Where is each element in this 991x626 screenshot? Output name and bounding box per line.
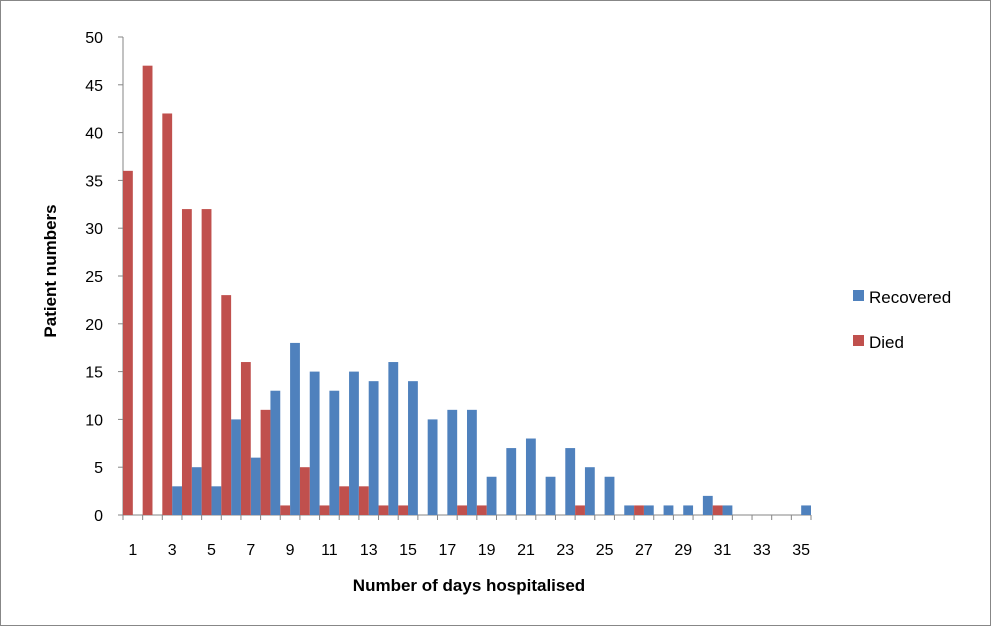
bar-died [712, 505, 723, 515]
x-tick-label: 19 [478, 542, 496, 559]
bar-recovered [408, 381, 418, 515]
bar-recovered [349, 371, 359, 515]
bar-recovered [643, 505, 654, 515]
x-axis-title: Number of days hospitalised [353, 576, 585, 595]
legend-item-recovered: Recovered [853, 288, 951, 307]
bar-recovered [702, 495, 713, 515]
y-axis-title: Patient numbers [41, 204, 60, 337]
bar-recovered [368, 381, 379, 515]
legend-label: Recovered [869, 288, 951, 307]
x-tick-label: 33 [753, 542, 771, 559]
legend-swatch [853, 335, 864, 346]
bar-recovered [683, 505, 694, 515]
x-tick-label: 29 [674, 542, 692, 559]
y-tick-label: 0 [94, 508, 103, 525]
bar-recovered [722, 505, 733, 515]
bar-died [123, 170, 133, 515]
bar-died [201, 209, 212, 515]
bar-died [221, 295, 232, 515]
bar-recovered [231, 419, 241, 515]
bar-died [181, 209, 192, 515]
bar-died [319, 505, 330, 515]
bar-recovered [447, 409, 458, 515]
bar-recovered [427, 419, 438, 515]
bar-died [162, 113, 173, 515]
x-tick-label: 23 [556, 542, 574, 559]
y-tick-label: 45 [85, 78, 103, 95]
bar-died [378, 505, 389, 515]
bar-recovered [604, 476, 615, 515]
bar-recovered [565, 448, 576, 515]
bar-recovered [270, 390, 281, 515]
y-tick-label: 30 [85, 221, 103, 238]
bar-recovered [663, 505, 674, 515]
bar-died [575, 505, 585, 515]
x-axis: 1 3 5 7 9 11 13 15 17 19 21 23 25 27 29 31 33 35 [122, 514, 812, 559]
bar-died [476, 505, 487, 515]
bar-recovered [801, 505, 811, 515]
bar-recovered [467, 409, 477, 515]
legend-swatch [853, 290, 864, 301]
x-tick-label: 31 [714, 542, 732, 559]
x-tick-label: 17 [438, 542, 456, 559]
y-axis: 0 5 10 15 20 25 30 35 40 45 50 [85, 30, 124, 525]
bar-recovered [250, 457, 261, 515]
bar-died [142, 65, 153, 516]
x-tick-label: 21 [517, 542, 535, 559]
bar-recovered [172, 486, 182, 515]
x-tick-label: 13 [360, 542, 378, 559]
bar-died [280, 505, 291, 515]
bar-recovered [486, 476, 497, 515]
x-tick-label: 15 [399, 542, 417, 559]
x-tick-label: 7 [246, 542, 255, 559]
y-tick-label: 10 [85, 412, 103, 429]
x-tick-label: 35 [792, 542, 810, 559]
y-tick-label: 15 [85, 365, 103, 382]
bar-died [339, 486, 350, 515]
x-tick-label: 5 [207, 542, 216, 559]
bar-recovered [309, 371, 320, 515]
bar-recovered [525, 438, 536, 515]
bar-recovered [584, 467, 595, 515]
series-died [123, 65, 723, 516]
bar-recovered [624, 505, 635, 515]
bar-recovered [191, 467, 202, 515]
bar-recovered [290, 342, 300, 515]
bar-recovered [506, 448, 517, 515]
x-tick-label: 27 [635, 542, 653, 559]
y-tick-label: 50 [85, 30, 103, 47]
bar-died [240, 362, 251, 515]
bar-recovered [545, 476, 556, 515]
bar-died [260, 409, 271, 515]
bars [123, 65, 811, 516]
legend-label: Died [869, 333, 904, 352]
y-tick-label: 40 [85, 126, 103, 143]
bar-died [398, 505, 409, 515]
y-tick-label: 25 [85, 269, 103, 286]
y-tick-label: 5 [94, 460, 103, 477]
bar-died [634, 505, 644, 515]
x-tick-label: 9 [286, 542, 295, 559]
bar-died [299, 467, 310, 515]
bar-recovered [329, 390, 340, 515]
bar-recovered [388, 362, 399, 515]
legend-item-died: Died [853, 333, 904, 352]
x-tick-label: 25 [596, 542, 614, 559]
x-tick-label: 3 [168, 542, 177, 559]
bar-died [358, 486, 369, 515]
legend: Recovered Died [853, 288, 951, 352]
bar-died [457, 505, 467, 515]
bar-recovered [211, 486, 222, 515]
y-tick-label: 35 [85, 173, 103, 190]
series-recovered [172, 342, 811, 515]
y-tick-label: 20 [85, 317, 103, 334]
x-tick-label: 11 [321, 542, 338, 559]
x-tick-label: 1 [128, 542, 137, 559]
